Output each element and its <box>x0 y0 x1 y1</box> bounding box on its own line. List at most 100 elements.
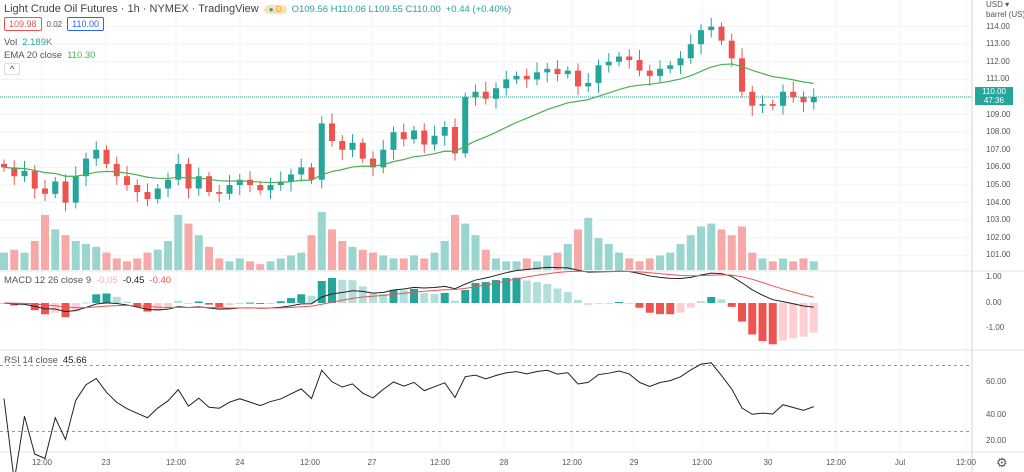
macd-histogram-bar <box>461 290 470 303</box>
macd-histogram-bar <box>768 303 777 345</box>
volume-bar <box>420 258 429 270</box>
macd-histogram-bar <box>256 303 265 304</box>
volume-bar <box>30 241 39 270</box>
candle-body <box>113 163 120 177</box>
candle-body <box>493 88 499 99</box>
macd-histogram-bar <box>686 303 695 308</box>
volume-bar <box>10 249 19 270</box>
price-axis-label: 108.00 <box>986 127 1011 137</box>
candle-body <box>247 179 253 185</box>
macd-histogram-bar <box>348 280 357 303</box>
ema-line <box>3 63 814 184</box>
macd-histogram-bar <box>451 300 459 303</box>
macd-histogram-bar <box>51 303 60 313</box>
price-axis-label: 102.00 <box>986 232 1011 242</box>
macd-histogram-bar <box>799 303 808 337</box>
volume-bar <box>379 255 388 270</box>
volume-bar <box>143 252 152 270</box>
macd-histogram-bar <box>82 302 90 304</box>
settings-gear-icon[interactable]: ⚙ <box>996 455 1008 470</box>
macd-histogram-bar <box>615 301 623 303</box>
candle-body <box>616 56 622 62</box>
macd-histogram-bar <box>112 296 121 303</box>
macd-histogram-bar <box>584 303 593 306</box>
macd-histogram-bar <box>533 282 541 303</box>
macd-histogram-bar <box>389 289 398 303</box>
price-axis-label: 106.00 <box>986 162 1011 172</box>
symbol-title[interactable]: Light Crude Oil Futures · 1h · NYMEX · T… <box>4 3 259 15</box>
candle-body <box>308 167 315 180</box>
candle-body <box>103 149 110 164</box>
rsi-label[interactable]: RSI 14 close <box>4 355 58 366</box>
candle-body <box>472 91 479 97</box>
volume-bar <box>328 229 336 270</box>
vol-value: 2.189K <box>22 37 53 48</box>
candle-body <box>298 167 305 175</box>
time-axis-label: 24 <box>235 458 245 467</box>
ema-label[interactable]: EMA 20 close <box>4 50 63 61</box>
candle-body <box>739 58 745 92</box>
rsi-axis-label: 60.00 <box>986 377 1007 386</box>
candle-body <box>124 176 130 185</box>
time-axis-label: 29 <box>629 458 639 467</box>
candle-body <box>206 176 212 193</box>
macd-hist-value: -0.05 <box>96 275 118 286</box>
time-axis-label: 12:00 <box>165 458 187 467</box>
volume-bar <box>317 212 326 270</box>
macd-histogram-bar <box>563 291 572 303</box>
macd-histogram-bar <box>717 299 726 303</box>
volume-bar <box>502 261 511 270</box>
candle-body <box>677 58 684 66</box>
macd-histogram-bar <box>502 278 511 303</box>
collapse-legend-button[interactable]: ^ <box>4 63 21 75</box>
volume-bar <box>256 264 265 270</box>
candle-body <box>482 91 489 99</box>
macd-label[interactable]: MACD 12 26 close 9 <box>4 275 92 286</box>
time-axis-label: 12:00 <box>825 458 847 467</box>
volume-bar <box>92 246 101 270</box>
candle-body <box>390 132 397 150</box>
candle-body <box>667 65 674 69</box>
candle-body <box>144 192 151 200</box>
candle-body <box>657 68 663 76</box>
candle-body <box>31 170 38 189</box>
currency-selector[interactable]: USD ▾ <box>986 0 1010 9</box>
price-axis-label: 101.00 <box>986 250 1011 260</box>
volume-bar <box>194 235 203 270</box>
price-change: +0.44 (+0.40%) <box>445 3 512 15</box>
macd-histogram-bar <box>543 284 552 303</box>
time-axis-label: 12:00 <box>429 458 451 467</box>
volume-bar <box>205 246 213 270</box>
price-axis-label: 104.00 <box>986 197 1011 207</box>
macd-histogram-bar <box>194 301 203 303</box>
candle-body <box>452 126 458 154</box>
time-axis-label: Jul <box>894 458 906 467</box>
macd-histogram-bar <box>481 282 490 303</box>
candle-body <box>1 163 7 168</box>
macd-histogram-bar <box>61 303 70 318</box>
macd-histogram-bar <box>727 303 736 307</box>
sell-button[interactable]: 109.98 <box>4 17 42 31</box>
buy-button[interactable]: 110.00 <box>67 17 104 31</box>
macd-histogram-bar <box>522 280 531 303</box>
candle-body <box>370 158 376 168</box>
volume-bar <box>656 255 664 270</box>
price-axis-label: 109.00 <box>986 109 1011 119</box>
vol-label[interactable]: Vol <box>4 37 18 48</box>
price-axis-label: 107.00 <box>986 144 1011 154</box>
candle-body <box>83 158 89 177</box>
macd-histogram-bar <box>758 303 767 342</box>
unit-selector[interactable]: barrel (US) ▾ <box>986 10 1024 19</box>
candle-body <box>513 75 520 80</box>
volume-bar <box>123 261 131 270</box>
volume-bar <box>184 223 193 270</box>
macd-histogram-bar <box>102 293 111 303</box>
macd-histogram-bar <box>512 277 521 303</box>
macd-histogram-bar <box>666 303 675 315</box>
volume-bar <box>727 235 736 270</box>
candle-body <box>288 174 294 182</box>
macd-histogram-bar <box>276 301 285 303</box>
macd-histogram-bar <box>205 303 213 305</box>
volume-bar <box>41 214 49 270</box>
